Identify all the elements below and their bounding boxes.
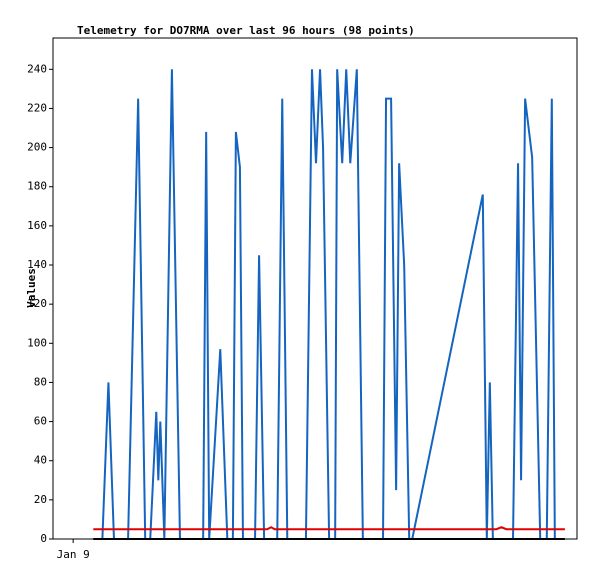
x-tick-label: Jan 9: [57, 548, 90, 561]
y-tick-label: 140: [27, 258, 47, 271]
y-tick-label: 100: [27, 336, 47, 349]
y-tick-label: 40: [34, 454, 47, 467]
y-tick-label: 60: [34, 415, 47, 428]
y-tick-label: 120: [27, 297, 47, 310]
y-tick-label: 0: [40, 532, 47, 545]
y-axis-label: Values: [25, 268, 38, 308]
y-tick-label: 80: [34, 375, 47, 388]
series-line: [93, 69, 556, 540]
y-tick-label: 20: [34, 493, 47, 506]
y-tick-label: 220: [27, 101, 47, 114]
y-tick-label: 200: [27, 141, 47, 154]
y-tick-label: 180: [27, 180, 47, 193]
series-line: [93, 526, 565, 531]
y-tick-label: 240: [27, 62, 47, 75]
y-tick-label: 160: [27, 219, 47, 232]
plot-frame: [52, 37, 578, 540]
chart-title: Telemetry for DO7RMA over last 96 hours …: [77, 24, 415, 37]
